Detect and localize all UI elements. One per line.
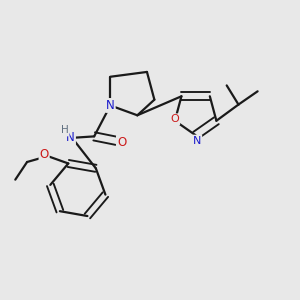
Text: O: O (40, 148, 49, 161)
Text: H: H (61, 125, 69, 136)
Text: O: O (117, 136, 126, 149)
Text: O: O (170, 114, 179, 124)
Text: N: N (66, 131, 75, 144)
Text: N: N (193, 136, 201, 146)
Text: N: N (106, 99, 115, 112)
